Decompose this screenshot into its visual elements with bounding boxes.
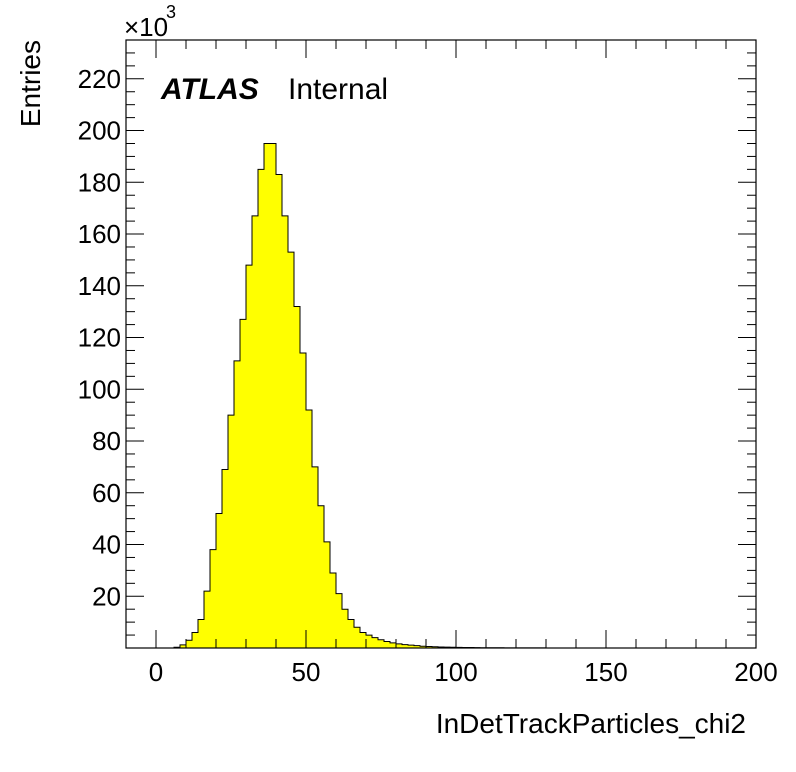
- histogram-bin-36: [372, 637, 378, 648]
- y-tick-label: 140: [78, 271, 121, 301]
- histogram-bin-27: [318, 505, 324, 648]
- x-tick-label: 200: [734, 657, 777, 687]
- y-tick-label: 40: [92, 530, 121, 560]
- y-axis-multiplier: ×10: [124, 12, 168, 42]
- histogram-bin-4: [180, 644, 186, 648]
- x-axis-title: InDetTrackParticles_chi2: [436, 708, 746, 739]
- histogram-bin-41: [402, 644, 408, 648]
- histogram-bin-23: [294, 306, 300, 648]
- x-tick-label: 150: [584, 657, 627, 687]
- axis-ticks: [125, 39, 757, 648]
- histogram-bin-43: [414, 645, 420, 648]
- y-tick-label: 20: [92, 581, 121, 611]
- histogram-bin-6: [192, 632, 198, 648]
- histogram-bin-13: [234, 360, 240, 648]
- histogram-bin-24: [300, 353, 306, 648]
- histogram-bars: [174, 143, 558, 649]
- x-tick-label: 0: [149, 657, 163, 687]
- y-tick-label: 60: [92, 478, 121, 508]
- histogram-bin-15: [246, 265, 252, 648]
- y-axis-title: Entries: [15, 40, 46, 127]
- histogram-bin-26: [312, 466, 318, 648]
- histogram-bin-38: [384, 641, 390, 648]
- histogram-bin-46: [432, 646, 438, 648]
- y-tick-label: 80: [92, 426, 121, 456]
- histogram-bin-44: [420, 646, 426, 648]
- histogram-bin-32: [348, 619, 354, 648]
- histogram-bin-28: [324, 541, 330, 648]
- x-tick-label: 50: [292, 657, 321, 687]
- histogram-bin-5: [186, 640, 192, 648]
- histogram-bin-33: [354, 627, 360, 648]
- histogram-bin-16: [252, 215, 258, 648]
- histogram-bin-30: [336, 593, 342, 648]
- histogram-bin-9: [210, 549, 216, 648]
- histogram-bin-29: [330, 572, 336, 648]
- histogram-bin-45: [426, 646, 432, 648]
- histogram-bin-20: [276, 174, 282, 648]
- histogram-bin-12: [228, 415, 234, 648]
- histogram-bin-14: [240, 319, 246, 648]
- y-axis-multiplier-exponent: 3: [166, 2, 176, 22]
- tick-labels: 0 50 100 150 200 20 40 60 80 100 120 140 160 180 200 22…: [78, 64, 778, 687]
- y-tick-label: 220: [78, 64, 121, 94]
- y-tick-label: 160: [78, 219, 121, 249]
- histogram-bin-21: [282, 215, 288, 648]
- y-tick-label: 120: [78, 323, 121, 353]
- histogram-bin-42: [408, 645, 414, 648]
- histogram-bin-10: [216, 513, 222, 648]
- histogram-bin-22: [288, 252, 294, 648]
- atlas-status-label: Internal: [288, 73, 388, 106]
- histogram-bin-39: [390, 642, 396, 648]
- histogram-bin-40: [396, 643, 402, 648]
- plot-frame: [125, 39, 757, 649]
- histogram-bin-7: [198, 619, 204, 648]
- histogram-bin-17: [258, 169, 264, 649]
- histogram-bin-34: [360, 632, 366, 648]
- histogram-bin-25: [306, 409, 312, 648]
- histogram-bin-8: [204, 591, 210, 648]
- histogram-bin-11: [222, 469, 228, 648]
- histogram-bin-31: [342, 609, 348, 648]
- y-tick-label: 200: [78, 116, 121, 146]
- histogram-bin-19: [270, 143, 276, 648]
- y-tick-label: 100: [78, 374, 121, 404]
- x-tick-label: 100: [434, 657, 477, 687]
- histogram-bin-18: [264, 143, 270, 648]
- histogram-bin-37: [378, 639, 384, 648]
- histogram-bin-35: [366, 635, 372, 648]
- y-tick-label: 180: [78, 167, 121, 197]
- atlas-label: ATLAS: [160, 73, 259, 106]
